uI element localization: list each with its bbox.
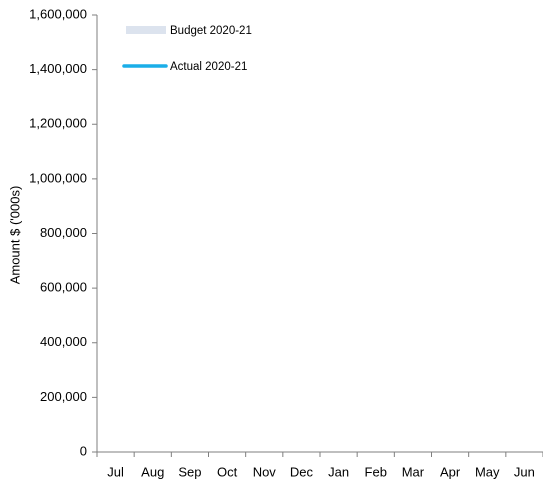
legend-label: Actual 2020-21	[170, 61, 247, 73]
y-tick-label: 800,000	[40, 225, 87, 240]
y-tick-label: 0	[80, 443, 87, 458]
y-tick-label: 1,000,000	[29, 170, 87, 185]
x-tick-label: Feb	[365, 464, 387, 479]
y-tick-label: 1,600,000	[29, 6, 87, 21]
x-tick-label: Oct	[217, 464, 238, 479]
x-tick-label: Apr	[440, 464, 461, 479]
y-axis-label: Amount $ ('000s)	[7, 186, 22, 285]
x-tick-label: Mar	[402, 464, 425, 479]
x-tick-label: Nov	[253, 464, 277, 479]
legend-swatch	[126, 26, 166, 34]
y-tick-label: 1,400,000	[29, 61, 87, 76]
x-tick-label: Dec	[290, 464, 314, 479]
x-tick-label: Jan	[328, 464, 349, 479]
x-tick-label: Sep	[178, 464, 201, 479]
y-tick-label: 1,200,000	[29, 116, 87, 131]
y-tick-label: 200,000	[40, 389, 87, 404]
x-tick-label: Aug	[141, 464, 164, 479]
x-tick-label: Jul	[107, 464, 124, 479]
y-tick-label: 600,000	[40, 280, 87, 295]
legend-label: Budget 2020-21	[170, 25, 252, 37]
x-tick-label: May	[475, 464, 500, 479]
y-tick-label: 400,000	[40, 334, 87, 349]
x-tick-label: Jun	[514, 464, 535, 479]
